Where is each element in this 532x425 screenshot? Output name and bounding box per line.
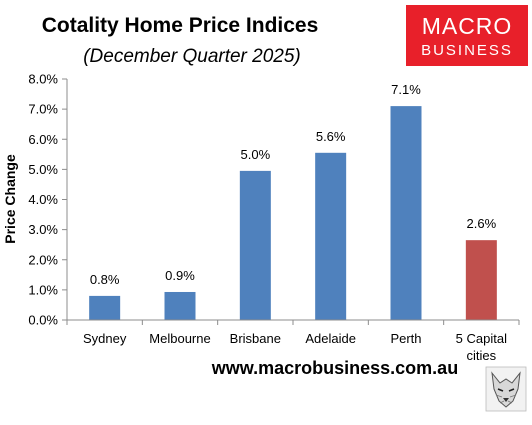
y-axis-ticks: 0.0% 1.0% 2.0% 3.0% 4.0% 5.0% 6.0% 7.0% 8.0% <box>28 72 67 328</box>
wolf-icon <box>485 366 527 412</box>
data-label: 5.6% <box>316 129 346 144</box>
data-label: 2.6% <box>467 216 497 231</box>
category-label: Sydney <box>83 331 127 346</box>
y-tick-label: 6.0% <box>28 132 58 147</box>
y-tick-label: 5.0% <box>28 162 58 177</box>
category-label: cities <box>467 348 497 363</box>
data-label: 7.1% <box>391 82 421 97</box>
logo-business-text: BUSINESS <box>421 42 513 59</box>
data-labels-group: 0.8% 0.9% 5.0% 5.6% 7.1% 2.6% <box>90 82 497 287</box>
y-tick-label: 2.0% <box>28 252 58 267</box>
bar-5-capital-cities <box>465 240 497 320</box>
data-label: 0.9% <box>165 268 195 283</box>
bar-sydney <box>89 295 121 320</box>
chart-subtitle: (December Quarter 2025) <box>83 46 301 67</box>
bar-melbourne <box>164 291 196 320</box>
logo-background <box>406 5 528 66</box>
category-label: Perth <box>390 331 421 346</box>
y-tick-label: 1.0% <box>28 282 58 297</box>
y-tick-label: 8.0% <box>28 72 58 87</box>
category-label: 5 Capital <box>456 331 507 346</box>
x-axis-ticks <box>66 320 520 325</box>
data-label: 0.8% <box>90 272 120 287</box>
y-tick-label: 3.0% <box>28 222 58 237</box>
y-tick-label: 4.0% <box>28 192 58 207</box>
category-label: Melbourne <box>149 331 210 346</box>
brand-logo[interactable]: MACRO BUSINESS <box>406 5 528 66</box>
footer-url[interactable]: www.macrobusiness.com.au <box>211 358 458 378</box>
bar-adelaide <box>315 152 347 320</box>
category-labels-group: Sydney Melbourne Brisbane Adelaide Perth 5 Ca… <box>83 331 507 363</box>
data-label: 5.0% <box>241 147 271 162</box>
y-tick-label: 0.0% <box>28 313 58 328</box>
y-tick-label: 7.0% <box>28 102 58 117</box>
bars-group <box>89 106 497 320</box>
chart-title: Cotality Home Price Indices <box>42 14 319 37</box>
category-label: Brisbane <box>230 331 281 346</box>
category-label: Adelaide <box>305 331 356 346</box>
logo-macro-text: MACRO <box>422 13 513 39</box>
y-axis-title: Price Change <box>2 154 18 244</box>
bar-perth <box>390 106 422 320</box>
bar-brisbane <box>239 170 271 320</box>
